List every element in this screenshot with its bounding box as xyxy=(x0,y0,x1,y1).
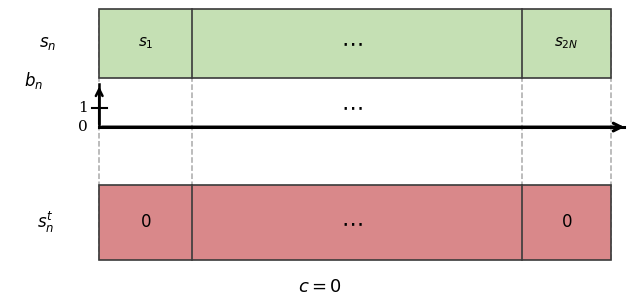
Text: $\cdots$: $\cdots$ xyxy=(341,213,363,233)
Bar xyxy=(99,185,611,260)
Text: $s_1$: $s_1$ xyxy=(138,36,154,51)
Text: $\cdots$: $\cdots$ xyxy=(341,98,363,118)
Text: 1: 1 xyxy=(78,101,88,115)
Text: $s_{2N}$: $s_{2N}$ xyxy=(554,36,579,51)
Text: 0: 0 xyxy=(78,120,88,134)
Text: $b_n$: $b_n$ xyxy=(24,70,43,91)
Bar xyxy=(99,9,611,78)
Text: $s_n^t$: $s_n^t$ xyxy=(38,210,54,235)
Text: $0$: $0$ xyxy=(140,214,152,231)
Text: $c=0$: $c=0$ xyxy=(298,278,342,296)
Text: $0$: $0$ xyxy=(561,214,572,231)
Text: $\cdots$: $\cdots$ xyxy=(341,33,363,53)
Text: $s_n$: $s_n$ xyxy=(40,35,56,52)
